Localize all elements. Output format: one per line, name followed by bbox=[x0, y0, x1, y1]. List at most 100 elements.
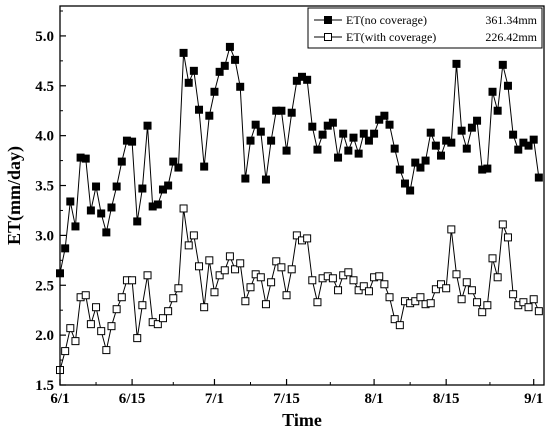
data-point bbox=[431, 285, 440, 294]
data-point bbox=[236, 259, 245, 268]
x-tick-label: 6/15 bbox=[119, 391, 146, 407]
data-point bbox=[112, 305, 121, 314]
data-point bbox=[97, 209, 106, 218]
data-point bbox=[385, 293, 394, 302]
data-point bbox=[215, 271, 224, 280]
data-point bbox=[200, 162, 209, 171]
data-point bbox=[534, 173, 543, 182]
data-point bbox=[467, 286, 476, 295]
data-point bbox=[225, 42, 234, 51]
data-point bbox=[524, 303, 533, 312]
data-point bbox=[205, 111, 214, 120]
data-point bbox=[390, 315, 399, 324]
data-point bbox=[195, 262, 204, 271]
series-layer bbox=[56, 42, 543, 375]
y-tick-label: 4.5 bbox=[35, 79, 54, 95]
data-point bbox=[514, 145, 523, 154]
data-point bbox=[261, 175, 270, 184]
data-point bbox=[349, 276, 358, 285]
data-point bbox=[344, 268, 353, 277]
data-point bbox=[354, 149, 363, 158]
data-point bbox=[143, 271, 152, 280]
data-point bbox=[256, 127, 265, 136]
data-point bbox=[92, 182, 101, 191]
x-tick-label: 7/1 bbox=[205, 391, 224, 407]
data-point bbox=[195, 105, 204, 114]
data-point bbox=[411, 158, 420, 167]
data-point bbox=[416, 163, 425, 172]
data-point bbox=[385, 120, 394, 129]
data-point bbox=[529, 295, 538, 304]
data-point bbox=[493, 273, 502, 282]
data-point bbox=[225, 252, 234, 261]
legend-series-total: 226.42mm bbox=[485, 30, 537, 44]
data-point bbox=[478, 308, 487, 317]
data-point bbox=[421, 156, 430, 165]
data-point bbox=[133, 334, 142, 343]
data-point bbox=[426, 128, 435, 137]
data-point bbox=[359, 282, 368, 291]
data-point bbox=[236, 82, 245, 91]
data-point bbox=[86, 206, 95, 215]
data-point bbox=[493, 106, 502, 115]
data-point bbox=[174, 163, 183, 172]
axis-ticks-layer bbox=[59, 10, 535, 386]
data-point bbox=[71, 337, 80, 346]
data-point bbox=[241, 174, 250, 183]
data-point bbox=[164, 181, 173, 190]
series-1 bbox=[56, 42, 543, 278]
data-point bbox=[431, 141, 440, 150]
data-point bbox=[282, 291, 291, 300]
data-point bbox=[81, 154, 90, 163]
legend-box bbox=[307, 7, 543, 49]
data-point bbox=[282, 146, 291, 155]
data-point bbox=[138, 301, 147, 310]
data-point bbox=[503, 81, 512, 90]
data-point bbox=[380, 280, 389, 289]
data-point bbox=[164, 307, 173, 316]
data-point bbox=[308, 122, 317, 131]
data-point bbox=[416, 293, 425, 302]
data-point bbox=[174, 284, 183, 293]
data-point bbox=[467, 123, 476, 132]
data-point bbox=[215, 67, 224, 76]
x-tick-label: 7/15 bbox=[273, 391, 300, 407]
data-point bbox=[231, 265, 240, 274]
series-2 bbox=[56, 204, 543, 375]
data-point bbox=[349, 133, 358, 142]
data-point bbox=[287, 108, 296, 117]
y-tick-label: 1.5 bbox=[35, 378, 54, 394]
data-point bbox=[210, 288, 219, 297]
data-point bbox=[107, 322, 116, 331]
data-point bbox=[292, 231, 301, 240]
legend-item: ET(no coverage) 361.34mm bbox=[314, 13, 538, 27]
data-point bbox=[169, 157, 178, 166]
data-point bbox=[400, 179, 409, 188]
data-point bbox=[128, 276, 137, 285]
data-point bbox=[447, 225, 456, 234]
data-point bbox=[66, 324, 75, 333]
data-point bbox=[71, 222, 80, 231]
data-point bbox=[158, 314, 167, 323]
data-point bbox=[102, 228, 111, 237]
data-point bbox=[179, 204, 188, 213]
data-point bbox=[189, 66, 198, 75]
data-point bbox=[102, 346, 111, 355]
data-point bbox=[61, 244, 70, 253]
data-point bbox=[447, 138, 456, 147]
data-point bbox=[303, 75, 312, 84]
y-tick-label: 2.5 bbox=[35, 278, 54, 294]
data-point bbox=[184, 78, 193, 87]
legend-marker bbox=[324, 33, 332, 41]
data-point bbox=[334, 286, 343, 295]
data-point bbox=[370, 129, 379, 138]
data-point bbox=[359, 129, 368, 138]
plot-frame bbox=[59, 5, 545, 386]
data-point bbox=[92, 303, 101, 312]
y-tick-label: 2.0 bbox=[35, 328, 54, 344]
data-point bbox=[529, 135, 538, 144]
data-point bbox=[138, 184, 147, 193]
data-point bbox=[344, 146, 353, 155]
